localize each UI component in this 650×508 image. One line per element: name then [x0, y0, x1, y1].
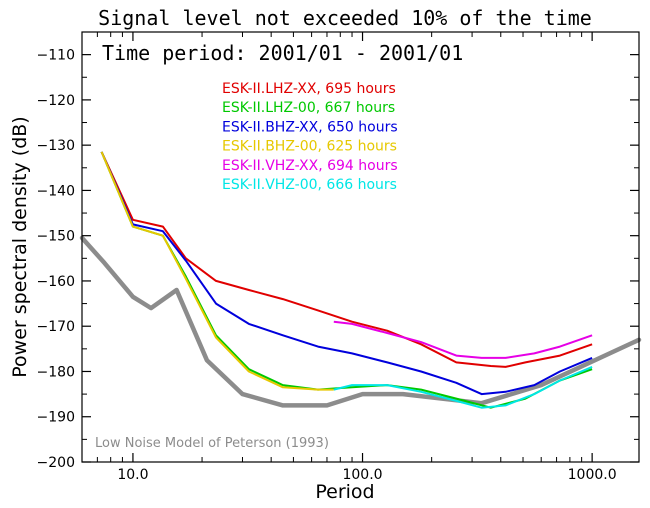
y-tick-label: −130 — [37, 138, 75, 154]
y-tick-label: −140 — [37, 183, 75, 199]
y-tick-label: −150 — [37, 229, 75, 245]
x-tick-label: 100.0 — [342, 467, 382, 483]
reference-model-label: Low Noise Model of Peterson (1993) — [95, 436, 329, 451]
y-axis-label: Power spectral density (dB) — [9, 116, 31, 377]
series-lines-layer — [100, 151, 593, 409]
series-line-5 — [333, 365, 593, 409]
y-tick-label: −170 — [37, 319, 75, 335]
series-line-0 — [100, 151, 593, 368]
legend: ESK-II.LHZ-XX, 695 hours ESK-II.LHZ-00, 6… — [222, 81, 398, 193]
legend-entry-1: ESK-II.LHZ-00, 667 hours — [222, 100, 395, 116]
reference-model-layer — [79, 235, 642, 408]
axes-layer: −200 −190 −180 −170 −160 −150 −140 −130 −120 −110… — [37, 32, 639, 483]
plot-frame — [81, 31, 640, 463]
y-tick-label: −110 — [37, 48, 75, 64]
x-tick-label: 10.0 — [117, 467, 148, 483]
y-tick-label: −160 — [37, 274, 75, 290]
reference-model-line — [79, 235, 642, 408]
legend-entry-4: ESK-II.VHZ-XX, 694 hours — [222, 158, 398, 174]
legend-entry-5: ESK-II.VHZ-00, 666 hours — [222, 177, 397, 193]
y-tick-label: −120 — [37, 93, 75, 109]
y-tick-label: −200 — [37, 455, 75, 471]
x-axis-label: Period — [315, 481, 374, 503]
series-line-2 — [100, 151, 593, 396]
legend-entry-0: ESK-II.LHZ-XX, 695 hours — [222, 81, 396, 97]
chart-title: Signal level not exceeded 10% of the tim… — [98, 6, 592, 30]
series-line-4 — [333, 320, 593, 359]
y-tick-label: −180 — [37, 364, 75, 380]
legend-entry-3: ESK-II.BHZ-00, 625 hours — [222, 139, 397, 155]
chart-subtitle: Time period: 2001/01 - 2001/01 — [102, 41, 463, 65]
x-tick-label: 1000.0 — [568, 467, 617, 483]
legend-entry-2: ESK-II.BHZ-XX, 650 hours — [222, 119, 398, 135]
series-line-3 — [100, 151, 334, 391]
y-tick-label: −190 — [37, 410, 75, 426]
